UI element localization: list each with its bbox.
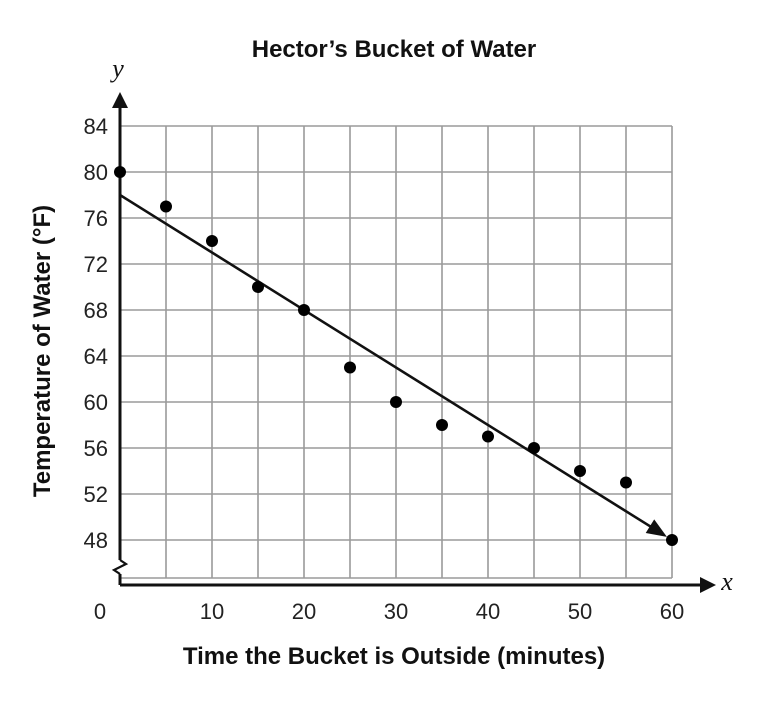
x-tick-label: 20 (292, 599, 316, 624)
x-tick-label: 50 (568, 599, 592, 624)
data-point (528, 442, 540, 454)
data-point (344, 361, 356, 374)
x-tick-label: 10 (200, 599, 224, 624)
data-point (114, 166, 126, 178)
y-tick-label: 52 (84, 482, 108, 507)
data-point (252, 281, 264, 293)
trend-line (119, 193, 658, 532)
x-tick-label: 0 (94, 599, 106, 624)
trend-line-layer (119, 193, 667, 537)
y-tick-label: 68 (84, 298, 108, 323)
y-tick-label: 64 (84, 344, 108, 369)
y-tick-label: 80 (84, 160, 108, 185)
y-tick-label: 48 (84, 528, 108, 553)
y-tick-label: 60 (84, 390, 108, 415)
y-tick-label: 56 (84, 436, 108, 461)
y-tick-label: 84 (84, 114, 108, 139)
y-tick-label: 72 (84, 252, 108, 277)
x-tick-label: 60 (660, 599, 684, 624)
x-tick-label: 30 (384, 599, 408, 624)
x-tick-label: 40 (476, 599, 500, 624)
trend-line-arrowhead (645, 519, 667, 537)
data-points (114, 166, 678, 546)
data-point (298, 304, 310, 316)
data-point (620, 476, 632, 489)
x-axis-variable: x (720, 567, 733, 596)
data-point (390, 396, 402, 408)
data-point (160, 200, 172, 213)
y-tick-label: 76 (84, 206, 108, 231)
data-point (574, 465, 586, 477)
y-axis-arrowhead (112, 92, 128, 108)
data-point (436, 419, 448, 431)
data-point (206, 235, 218, 247)
axes (111, 92, 716, 593)
tick-labels: 0 10 20 30 40 50 60 48 52 56 60 64 68 72 76 80 84 (84, 114, 685, 624)
chart-title: Hector’s Bucket of Water (252, 36, 537, 63)
y-axis-label: Temperature of Water (°F) (29, 205, 56, 497)
axis-break-icon (111, 559, 129, 575)
grid (120, 125, 673, 579)
x-axis-label: Time the Bucket is Outside (minutes) (183, 643, 605, 670)
x-axis-arrowhead (700, 577, 716, 593)
data-point (482, 430, 494, 443)
data-point (666, 534, 678, 546)
y-axis-variable: y (109, 54, 124, 83)
